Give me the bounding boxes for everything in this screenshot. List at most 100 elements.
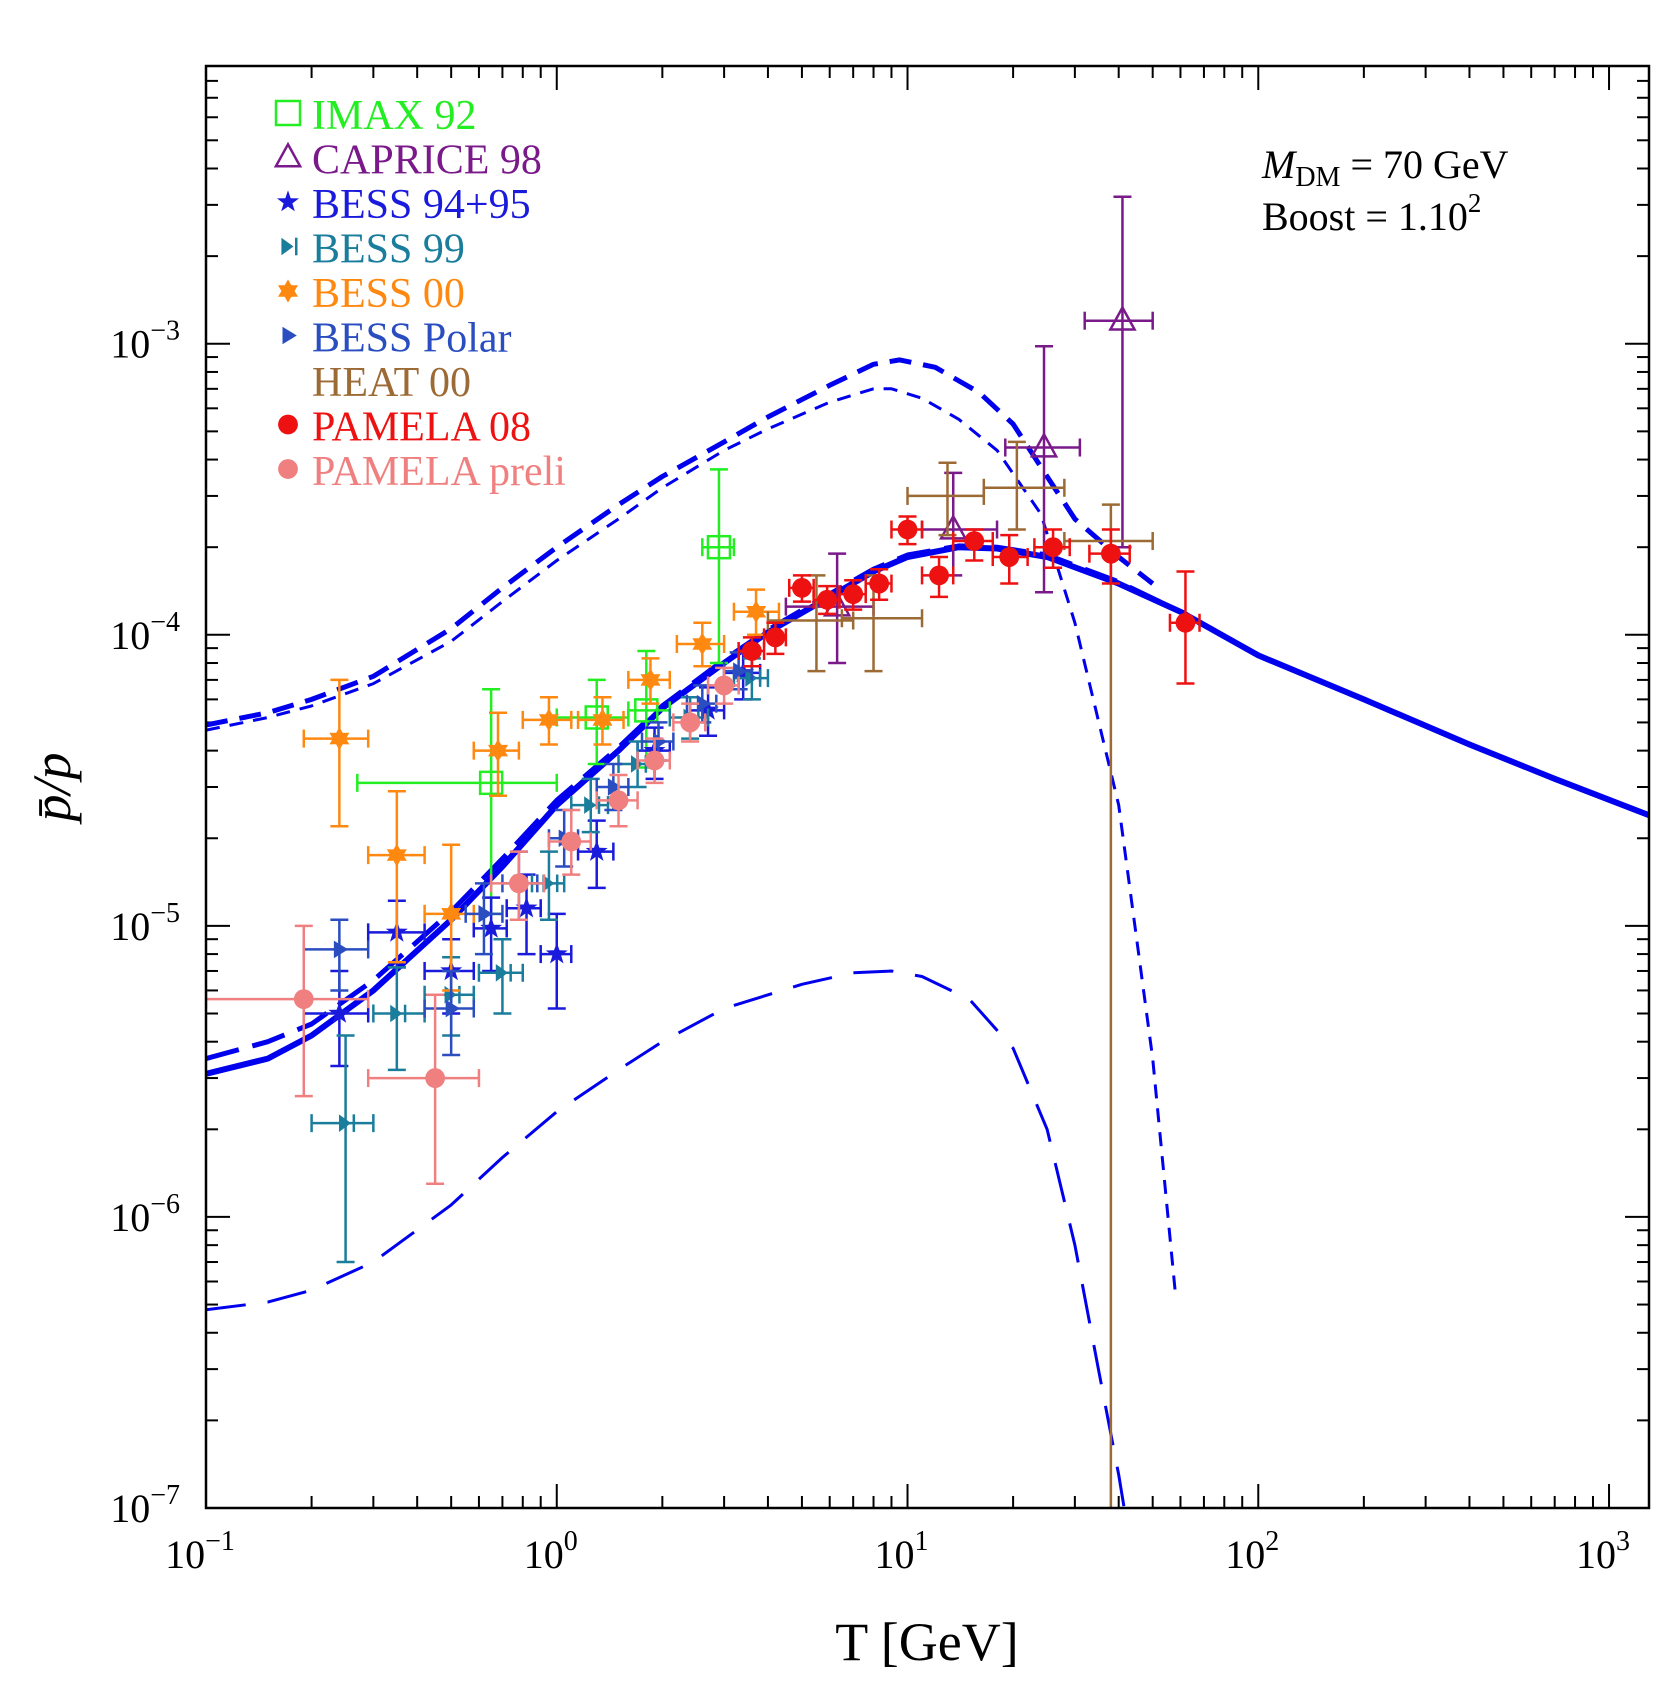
legend-label: BESS 94+95 bbox=[312, 182, 531, 228]
marker-circle bbox=[278, 459, 298, 479]
data-point bbox=[576, 696, 625, 746]
data-point bbox=[951, 528, 995, 562]
data-point bbox=[982, 440, 1066, 531]
marker-circle bbox=[817, 589, 838, 610]
data-point bbox=[302, 678, 370, 828]
data-point bbox=[732, 588, 781, 637]
marker-shape bbox=[390, 1004, 403, 1023]
data-point bbox=[477, 937, 525, 1015]
marker-star bbox=[277, 190, 299, 212]
data-point bbox=[206, 924, 370, 1098]
annotation-boost: Boost = 1.102 bbox=[1262, 188, 1481, 239]
data-point bbox=[672, 702, 707, 743]
legend-entry-imax-92: IMAX 92 bbox=[274, 93, 477, 139]
marker-tri-right bbox=[333, 940, 349, 959]
y-tick-label: 10−3 bbox=[110, 316, 180, 367]
data-point bbox=[366, 790, 426, 964]
marker-shape bbox=[542, 874, 555, 893]
marker-star bbox=[328, 1001, 351, 1023]
y-tick-label: 10−4 bbox=[110, 607, 180, 658]
marker-star6 bbox=[592, 708, 613, 732]
marker-square-open bbox=[274, 99, 302, 127]
data-point bbox=[636, 737, 672, 785]
marker-star6 bbox=[488, 739, 508, 763]
legend-label: HEAT 00 bbox=[312, 360, 471, 406]
legend-entry-pamela-08: PAMELA 08 bbox=[278, 405, 531, 451]
marker-star bbox=[545, 942, 568, 964]
data-point bbox=[991, 533, 1029, 585]
marker-circle bbox=[509, 873, 529, 894]
x-tick-label: 103 bbox=[1576, 1526, 1630, 1577]
curve-background bbox=[206, 543, 1182, 1062]
data-point bbox=[838, 578, 867, 611]
data-point bbox=[472, 896, 508, 973]
data-point bbox=[627, 657, 672, 705]
legend-label: PAMELA 08 bbox=[312, 405, 531, 451]
marker-star6 bbox=[441, 902, 462, 926]
data-point bbox=[840, 574, 924, 673]
data-point bbox=[539, 912, 573, 1010]
y-tick-label: 10−7 bbox=[110, 1480, 180, 1531]
marker-circle bbox=[680, 712, 701, 733]
series-bess-00 bbox=[302, 588, 781, 992]
marker-circle bbox=[765, 627, 786, 648]
marker-shape bbox=[281, 237, 294, 256]
series-caprice-98 bbox=[784, 195, 1154, 665]
data-point bbox=[1168, 570, 1201, 685]
legend-entry-pamela-preli: PAMELA preli bbox=[278, 449, 566, 495]
marker-circle bbox=[425, 1068, 446, 1088]
x-tick-label: 102 bbox=[1225, 1526, 1279, 1577]
data-point bbox=[640, 721, 675, 762]
legend-label: BESS 99 bbox=[312, 227, 465, 273]
data-point bbox=[675, 621, 726, 668]
marker-triangle-open bbox=[1108, 304, 1137, 331]
legend-label: BESS 00 bbox=[312, 271, 465, 317]
data-point bbox=[366, 993, 481, 1186]
data-points bbox=[206, 195, 1201, 1508]
tick-labels: 10−1 100 101 102 103 10−7 10−6 10−5 10−4 10−3 bbox=[110, 316, 1630, 1577]
marker-star6 bbox=[386, 843, 407, 867]
marker-circle bbox=[929, 565, 949, 586]
marker-tri-right-bar bbox=[495, 963, 512, 982]
marker-circle bbox=[714, 675, 735, 696]
annotation-mass: MDM = 70 GeV bbox=[1261, 142, 1509, 193]
data-point bbox=[423, 969, 476, 1057]
marker-tri-right-bar bbox=[281, 237, 298, 256]
marker-star6 bbox=[640, 668, 661, 692]
marker-tri-right bbox=[696, 694, 712, 713]
marker-circle bbox=[1043, 537, 1063, 558]
curve-dm-primary bbox=[206, 969, 1126, 1508]
data-point bbox=[310, 1034, 375, 1264]
data-point bbox=[920, 555, 955, 599]
marker-circle bbox=[999, 547, 1020, 567]
data-point bbox=[521, 696, 573, 746]
marker-circle bbox=[608, 790, 629, 811]
marker-tri-right-bar bbox=[338, 1114, 356, 1132]
marker-circle bbox=[897, 519, 918, 540]
data-point bbox=[1004, 345, 1082, 594]
series-pamela-08 bbox=[737, 515, 1201, 685]
marker-shape bbox=[584, 796, 597, 814]
marker-shape bbox=[495, 963, 508, 982]
data-point bbox=[489, 850, 546, 921]
data-point bbox=[1033, 528, 1071, 569]
marker-tri-right bbox=[478, 905, 493, 923]
y-tick-label: 10−5 bbox=[110, 898, 180, 949]
marker-tri-right-bar bbox=[390, 1004, 407, 1023]
y-axis-title-group: p̄/p bbox=[22, 752, 82, 825]
marker-star bbox=[585, 840, 608, 861]
annotation-block: MDM = 70 GeV Boost = 1.102 bbox=[1261, 142, 1509, 239]
legend-label: CAPRICE 98 bbox=[312, 138, 542, 184]
marker-circle bbox=[561, 831, 582, 852]
marker-circle bbox=[1100, 543, 1121, 564]
data-point bbox=[864, 567, 893, 601]
marker-square-open bbox=[706, 534, 732, 560]
marker-circle bbox=[741, 641, 762, 661]
x-tick-label: 10−1 bbox=[165, 1526, 235, 1577]
data-point bbox=[1088, 528, 1131, 585]
x-tick-label: 101 bbox=[875, 1526, 929, 1577]
legend-entry-bess-94-95: BESS 94+95 bbox=[277, 182, 531, 228]
